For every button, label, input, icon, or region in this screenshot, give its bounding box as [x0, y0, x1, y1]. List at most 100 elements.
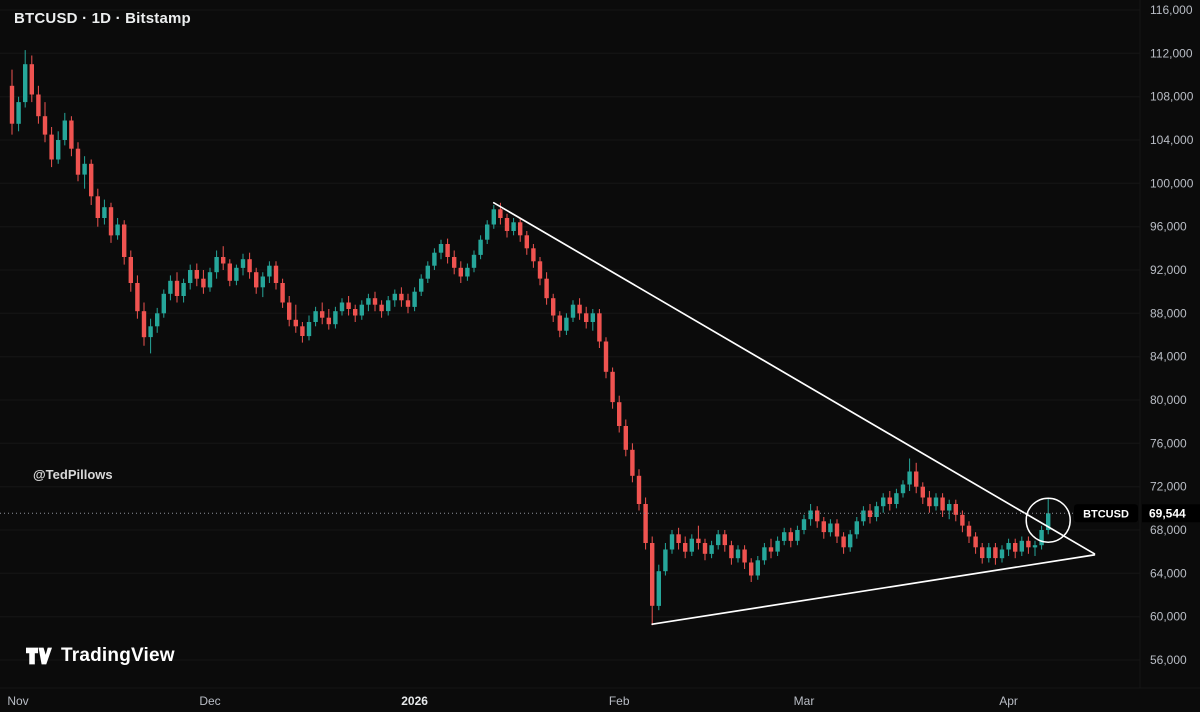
candle-body	[887, 497, 892, 504]
candle-body	[524, 235, 529, 249]
price-tick-label: 64,000	[1150, 566, 1187, 580]
candle-body	[89, 163, 94, 197]
symbol-legend[interactable]: BTCUSD · 1D · Bitstamp	[14, 10, 191, 27]
symbol-price-flag-text: BTCUSD	[1083, 508, 1129, 520]
candle-body	[1039, 530, 1044, 546]
candle-body	[914, 471, 919, 487]
symbol-legend-text: BTCUSD · 1D · Bitstamp	[14, 10, 191, 27]
candle-body	[194, 270, 199, 279]
candle-body	[564, 317, 569, 331]
candle-body	[1013, 543, 1018, 552]
trendline	[651, 554, 1096, 626]
candle-body	[590, 313, 595, 322]
candle-body	[676, 534, 681, 543]
candle-body	[207, 272, 213, 288]
candle-body	[333, 311, 338, 325]
candle-body	[570, 304, 576, 318]
candle-body	[161, 293, 166, 314]
candle-body	[359, 304, 364, 316]
candle-body	[1019, 540, 1024, 552]
candle-body	[537, 261, 543, 279]
candle-body	[861, 510, 866, 522]
candle-body	[683, 543, 688, 552]
candle-body	[399, 293, 404, 301]
candle-body	[491, 209, 496, 225]
candle-body	[610, 371, 615, 403]
candle-body	[722, 534, 727, 546]
candle-body	[438, 244, 444, 253]
watermark-handle: @TedPillows	[33, 467, 113, 482]
price-tick-label: 72,000	[1150, 480, 1187, 494]
time-tick-label: Apr	[999, 694, 1018, 708]
candle-body	[273, 265, 279, 283]
candle-body	[900, 484, 906, 494]
candle-body	[405, 300, 411, 307]
candle-body	[155, 313, 160, 327]
candle-body	[141, 311, 147, 338]
candle-body	[643, 504, 648, 543]
candle-body	[478, 239, 483, 255]
candle-body	[69, 120, 74, 149]
candle-body	[366, 298, 371, 305]
candle-body	[980, 547, 985, 559]
candle-body	[986, 547, 991, 559]
candle-body	[603, 341, 609, 372]
candle-body	[95, 196, 100, 218]
price-tick-label: 112,000	[1150, 46, 1193, 60]
breakout-circle-annotation[interactable]	[1025, 497, 1071, 543]
candle-body	[392, 293, 397, 301]
candle-body	[419, 278, 424, 292]
candles[interactable]	[9, 50, 1051, 626]
candle-body	[313, 311, 318, 322]
price-tick-label: 76,000	[1150, 436, 1187, 450]
candle-body	[788, 532, 793, 541]
candle-body	[498, 209, 503, 218]
candle-body	[135, 283, 140, 312]
trendline-annotations[interactable]	[492, 201, 1096, 626]
candle-body	[465, 267, 470, 277]
candle-body	[920, 486, 925, 498]
candle-body	[749, 562, 754, 576]
candle-body	[782, 532, 787, 541]
candle-body	[234, 267, 239, 281]
candle-body	[75, 148, 81, 175]
candle-body	[188, 270, 193, 283]
candle-body	[702, 543, 708, 554]
time-tick-label: Feb	[609, 694, 630, 708]
candle-body	[518, 222, 523, 236]
candle-body	[9, 85, 15, 124]
candle-body	[148, 326, 153, 338]
candle-body	[16, 102, 21, 124]
candle-body	[353, 309, 358, 316]
candle-body	[29, 64, 34, 95]
candle-body	[960, 514, 965, 526]
candle-body	[999, 549, 1005, 559]
candle-body	[636, 475, 642, 504]
candle-body	[775, 540, 780, 552]
tradingview-logo[interactable]: TradingView	[26, 644, 175, 668]
price-axis[interactable]: 116,000 112,000 108,000 104,000 100,000 96,00…	[1150, 3, 1194, 667]
candle-body	[1026, 540, 1031, 548]
candle-body	[841, 536, 846, 548]
candle-body	[300, 326, 305, 336]
candle-body	[320, 311, 325, 318]
candle-body	[874, 506, 879, 517]
price-tick-label: 96,000	[1150, 220, 1187, 234]
candle-body	[894, 493, 899, 504]
symbol-price-flag	[1074, 504, 1138, 523]
candle-body	[254, 272, 259, 288]
candle-body	[108, 207, 114, 236]
price-tick-label: 92,000	[1150, 263, 1187, 277]
candle-body	[247, 259, 252, 273]
candle-body	[471, 254, 477, 268]
candle-body	[966, 525, 972, 537]
time-axis[interactable]: Nov Dec 2026 Feb Mar Apr	[7, 694, 1018, 708]
candle-body	[1006, 543, 1011, 550]
candle-body	[617, 402, 622, 426]
candle-body	[735, 549, 741, 559]
candle-body	[663, 549, 668, 572]
candle-body	[339, 302, 345, 312]
price-tick-label: 88,000	[1150, 306, 1187, 320]
tradingview-logo-text: TradingView	[61, 645, 175, 666]
